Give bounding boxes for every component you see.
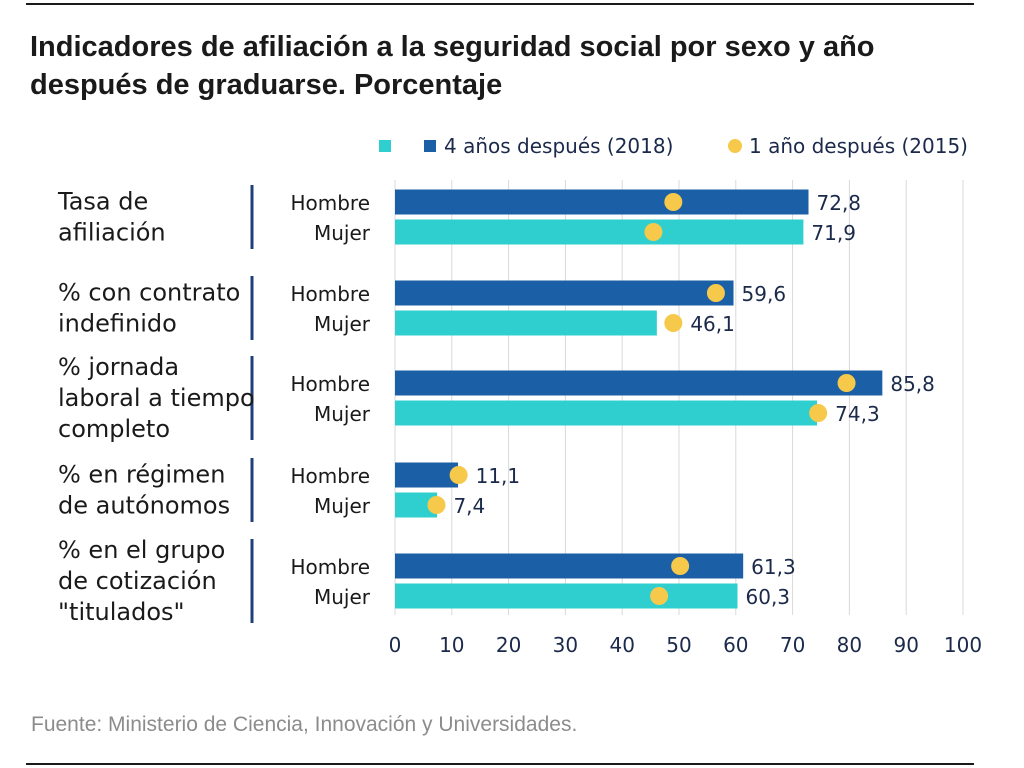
group-label: afiliación bbox=[58, 219, 166, 247]
bottom-rule bbox=[26, 763, 974, 765]
legend-square-marker bbox=[379, 140, 391, 152]
bar-value-label: 7,4 bbox=[453, 494, 485, 518]
dot-2015 bbox=[650, 587, 669, 605]
bar-category-label: Mujer bbox=[314, 402, 371, 426]
bar-category-label: Mujer bbox=[314, 312, 371, 336]
x-tick-label: 60 bbox=[723, 633, 748, 657]
bar-value-label: 59,6 bbox=[742, 282, 787, 306]
chart: 0 10 20 30 40 50 60 70 80 90 100 4 años después (20… bbox=[57, 134, 982, 657]
bar-category-label: Hombre bbox=[290, 282, 370, 306]
bar-category-label: Hombre bbox=[290, 191, 370, 215]
x-tick-label: 30 bbox=[553, 633, 578, 657]
group-label: % en el grupo bbox=[58, 536, 225, 564]
bar bbox=[395, 553, 744, 579]
group-label: % jornada bbox=[58, 353, 179, 381]
group-label: de cotización bbox=[58, 567, 217, 595]
bar bbox=[395, 370, 883, 396]
bar bbox=[395, 280, 734, 306]
x-tick-label: 10 bbox=[439, 633, 464, 657]
bar-value-label: 61,3 bbox=[751, 555, 796, 579]
group-label: completo bbox=[58, 415, 170, 443]
bar-category-label: Mujer bbox=[314, 494, 371, 518]
x-tick-label: 70 bbox=[780, 633, 805, 657]
bar-value-label: 60,3 bbox=[746, 585, 791, 609]
bar-value-label: 46,1 bbox=[690, 312, 735, 336]
bar bbox=[395, 400, 818, 426]
bar-value-label: 71,9 bbox=[811, 221, 856, 245]
dot-2015 bbox=[706, 284, 725, 302]
bar-value-label: 72,8 bbox=[817, 191, 862, 215]
group-label: indefinido bbox=[58, 310, 177, 338]
x-tick-label: 0 bbox=[389, 633, 402, 657]
bar bbox=[395, 462, 459, 488]
dot-2015 bbox=[671, 557, 690, 575]
bar-value-label: 74,3 bbox=[835, 402, 880, 426]
bar-value-label: 85,8 bbox=[890, 372, 935, 396]
chart-title: Indicadores de afiliación a la seguridad… bbox=[30, 31, 875, 101]
legend-label: 4 años después (2018) bbox=[444, 134, 673, 158]
bar-category-label: Mujer bbox=[314, 221, 371, 245]
x-tick-label: 100 bbox=[944, 633, 982, 657]
dot-2015 bbox=[664, 314, 683, 332]
group-label: % con contrato bbox=[58, 279, 240, 307]
group-label: "titulados" bbox=[58, 598, 185, 626]
bar-value-label: 11,1 bbox=[476, 464, 521, 488]
legend-label: 1 año después (2015) bbox=[749, 134, 968, 158]
group-label: % en régimen bbox=[58, 461, 225, 489]
bar bbox=[395, 583, 738, 609]
group-label: de autónomos bbox=[58, 492, 230, 520]
dot-2015 bbox=[449, 466, 468, 484]
dot-2015 bbox=[427, 496, 446, 514]
dot-2015 bbox=[664, 193, 683, 211]
x-tick-label: 80 bbox=[837, 633, 862, 657]
bar bbox=[395, 189, 809, 215]
group-label: laboral a tiempo bbox=[58, 384, 255, 412]
dot-2015 bbox=[837, 374, 856, 392]
x-tick-label: 20 bbox=[496, 633, 521, 657]
x-tick-label: 40 bbox=[609, 633, 634, 657]
x-tick-label: 50 bbox=[666, 633, 691, 657]
bar bbox=[395, 310, 657, 336]
bar-category-label: Hombre bbox=[290, 555, 370, 579]
bar bbox=[395, 219, 804, 245]
dot-2015 bbox=[809, 404, 828, 422]
source-note: Fuente: Ministerio de Ciencia, Innovació… bbox=[31, 713, 578, 736]
bar-category-label: Hombre bbox=[290, 372, 370, 396]
bar-category-label: Mujer bbox=[314, 585, 371, 609]
x-tick-label: 90 bbox=[893, 633, 918, 657]
group-label: Tasa de bbox=[57, 188, 148, 216]
dot-2015 bbox=[644, 223, 663, 241]
legend-dot-marker bbox=[728, 139, 742, 153]
bar-category-label: Hombre bbox=[290, 464, 370, 488]
top-rule bbox=[26, 3, 974, 5]
legend-square-marker bbox=[424, 140, 436, 152]
